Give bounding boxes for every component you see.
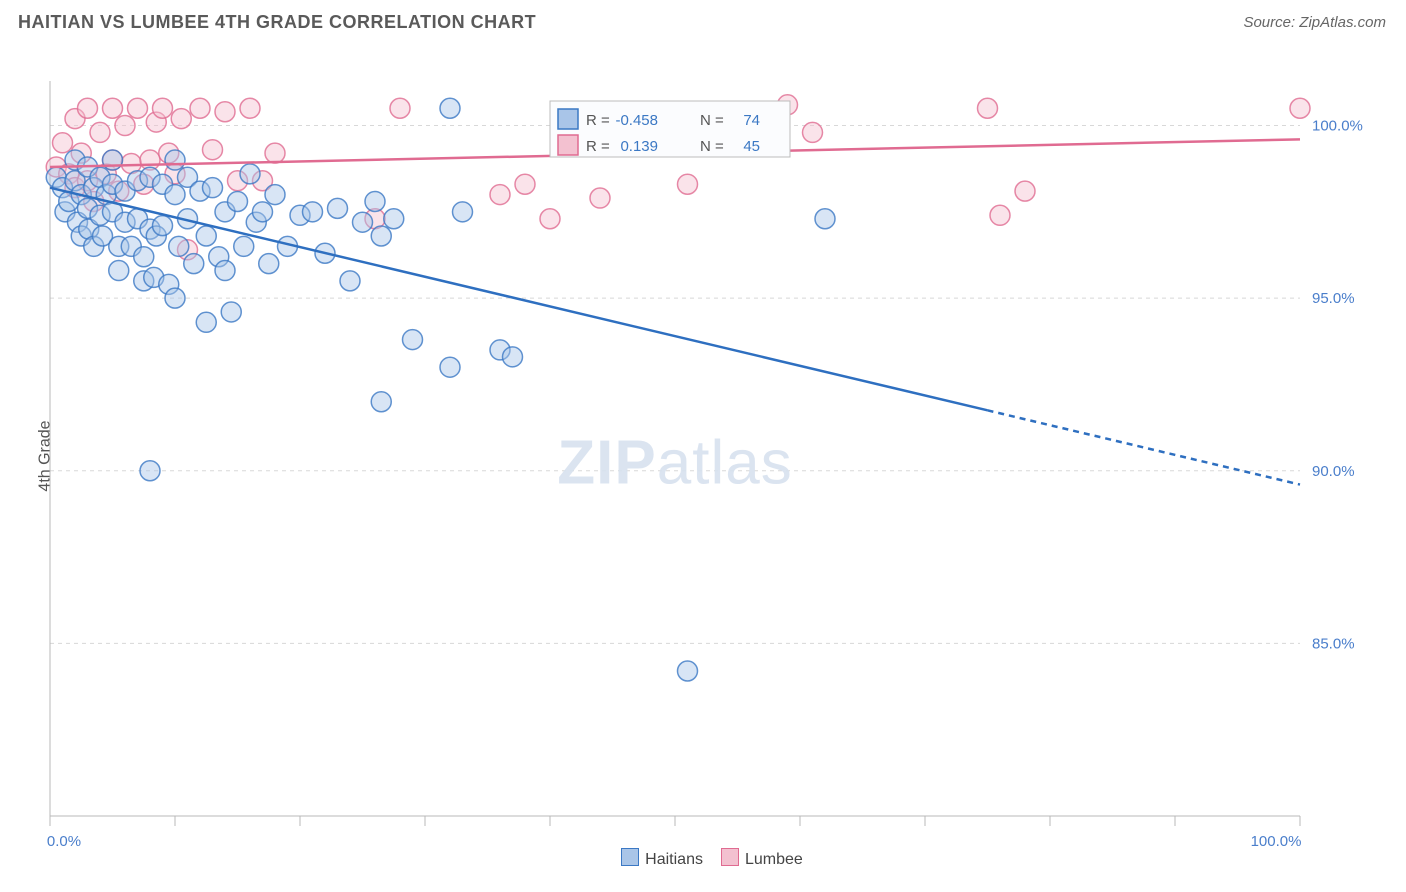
data-point xyxy=(53,133,73,153)
chart-title: HAITIAN VS LUMBEE 4TH GRADE CORRELATION … xyxy=(18,12,536,33)
legend-swatch xyxy=(621,848,639,866)
data-point xyxy=(165,185,185,205)
data-point xyxy=(503,347,523,367)
data-point xyxy=(590,188,610,208)
data-point xyxy=(215,261,235,281)
data-point xyxy=(678,174,698,194)
chart-source: Source: ZipAtlas.com xyxy=(1243,14,1386,31)
data-point xyxy=(515,174,535,194)
data-point xyxy=(221,302,241,322)
data-point xyxy=(153,216,173,236)
data-point xyxy=(103,150,123,170)
legend-swatch xyxy=(721,848,739,866)
legend-swatch xyxy=(558,135,578,155)
svg-text:-0.458: -0.458 xyxy=(615,112,658,129)
data-point xyxy=(134,247,154,267)
data-point xyxy=(196,226,216,246)
data-point xyxy=(403,330,423,350)
svg-text:85.0%: 85.0% xyxy=(1312,635,1355,652)
data-point xyxy=(165,288,185,308)
svg-text:R =: R = xyxy=(586,138,610,155)
chart-area: 4th Grade 85.0%90.0%95.0%100.0%0.0%100.0… xyxy=(0,41,1406,871)
data-point xyxy=(215,102,235,122)
svg-text:95.0%: 95.0% xyxy=(1312,290,1355,307)
data-point xyxy=(390,98,410,118)
legend-label: Lumbee xyxy=(745,851,803,868)
legend-label: Haitians xyxy=(645,851,703,868)
data-point xyxy=(78,98,98,118)
svg-text:N =: N = xyxy=(700,112,724,129)
data-point xyxy=(140,461,160,481)
data-point xyxy=(253,202,273,222)
data-point xyxy=(1015,181,1035,201)
svg-text:45: 45 xyxy=(743,138,760,155)
data-point xyxy=(328,198,348,218)
data-point xyxy=(803,122,823,142)
data-point xyxy=(490,185,510,205)
data-point xyxy=(169,236,189,256)
data-point xyxy=(384,209,404,229)
data-point xyxy=(453,202,473,222)
data-point xyxy=(171,109,191,129)
data-point xyxy=(203,178,223,198)
data-point xyxy=(128,98,148,118)
data-point xyxy=(228,191,248,211)
data-point xyxy=(115,116,135,136)
data-point xyxy=(234,236,254,256)
data-point xyxy=(1290,98,1310,118)
legend-bottom: Haitians Lumbee xyxy=(0,848,1406,869)
data-point xyxy=(540,209,560,229)
svg-text:R =: R = xyxy=(586,112,610,129)
data-point xyxy=(990,205,1010,225)
data-point xyxy=(165,150,185,170)
data-point xyxy=(196,312,216,332)
data-point xyxy=(978,98,998,118)
scatter-chart-svg: 85.0%90.0%95.0%100.0%0.0%100.0%ZIPatlasR… xyxy=(0,41,1406,851)
data-point xyxy=(90,122,110,142)
data-point xyxy=(353,212,373,232)
svg-text:N =: N = xyxy=(700,138,724,155)
data-point xyxy=(153,98,173,118)
trend-line xyxy=(50,188,988,411)
data-point xyxy=(103,98,123,118)
data-point xyxy=(265,143,285,163)
data-point xyxy=(184,254,204,274)
data-point xyxy=(371,392,391,412)
data-point xyxy=(203,140,223,160)
data-point xyxy=(240,164,260,184)
svg-text:ZIPatlas: ZIPatlas xyxy=(557,429,792,498)
svg-text:90.0%: 90.0% xyxy=(1312,463,1355,480)
data-point xyxy=(240,98,260,118)
svg-text:100.0%: 100.0% xyxy=(1312,118,1363,135)
data-point xyxy=(190,98,210,118)
legend-swatch xyxy=(558,109,578,129)
data-point xyxy=(440,98,460,118)
data-point xyxy=(265,185,285,205)
data-point xyxy=(365,191,385,211)
data-point xyxy=(303,202,323,222)
svg-text:74: 74 xyxy=(743,112,760,129)
data-point xyxy=(109,261,129,281)
data-point xyxy=(340,271,360,291)
data-point xyxy=(371,226,391,246)
y-axis-label: 4th Grade xyxy=(37,420,55,491)
data-point xyxy=(678,661,698,681)
data-point xyxy=(440,357,460,377)
data-point xyxy=(815,209,835,229)
data-point xyxy=(259,254,279,274)
trend-line-extrapolated xyxy=(988,410,1301,484)
svg-text:0.139: 0.139 xyxy=(620,138,658,155)
